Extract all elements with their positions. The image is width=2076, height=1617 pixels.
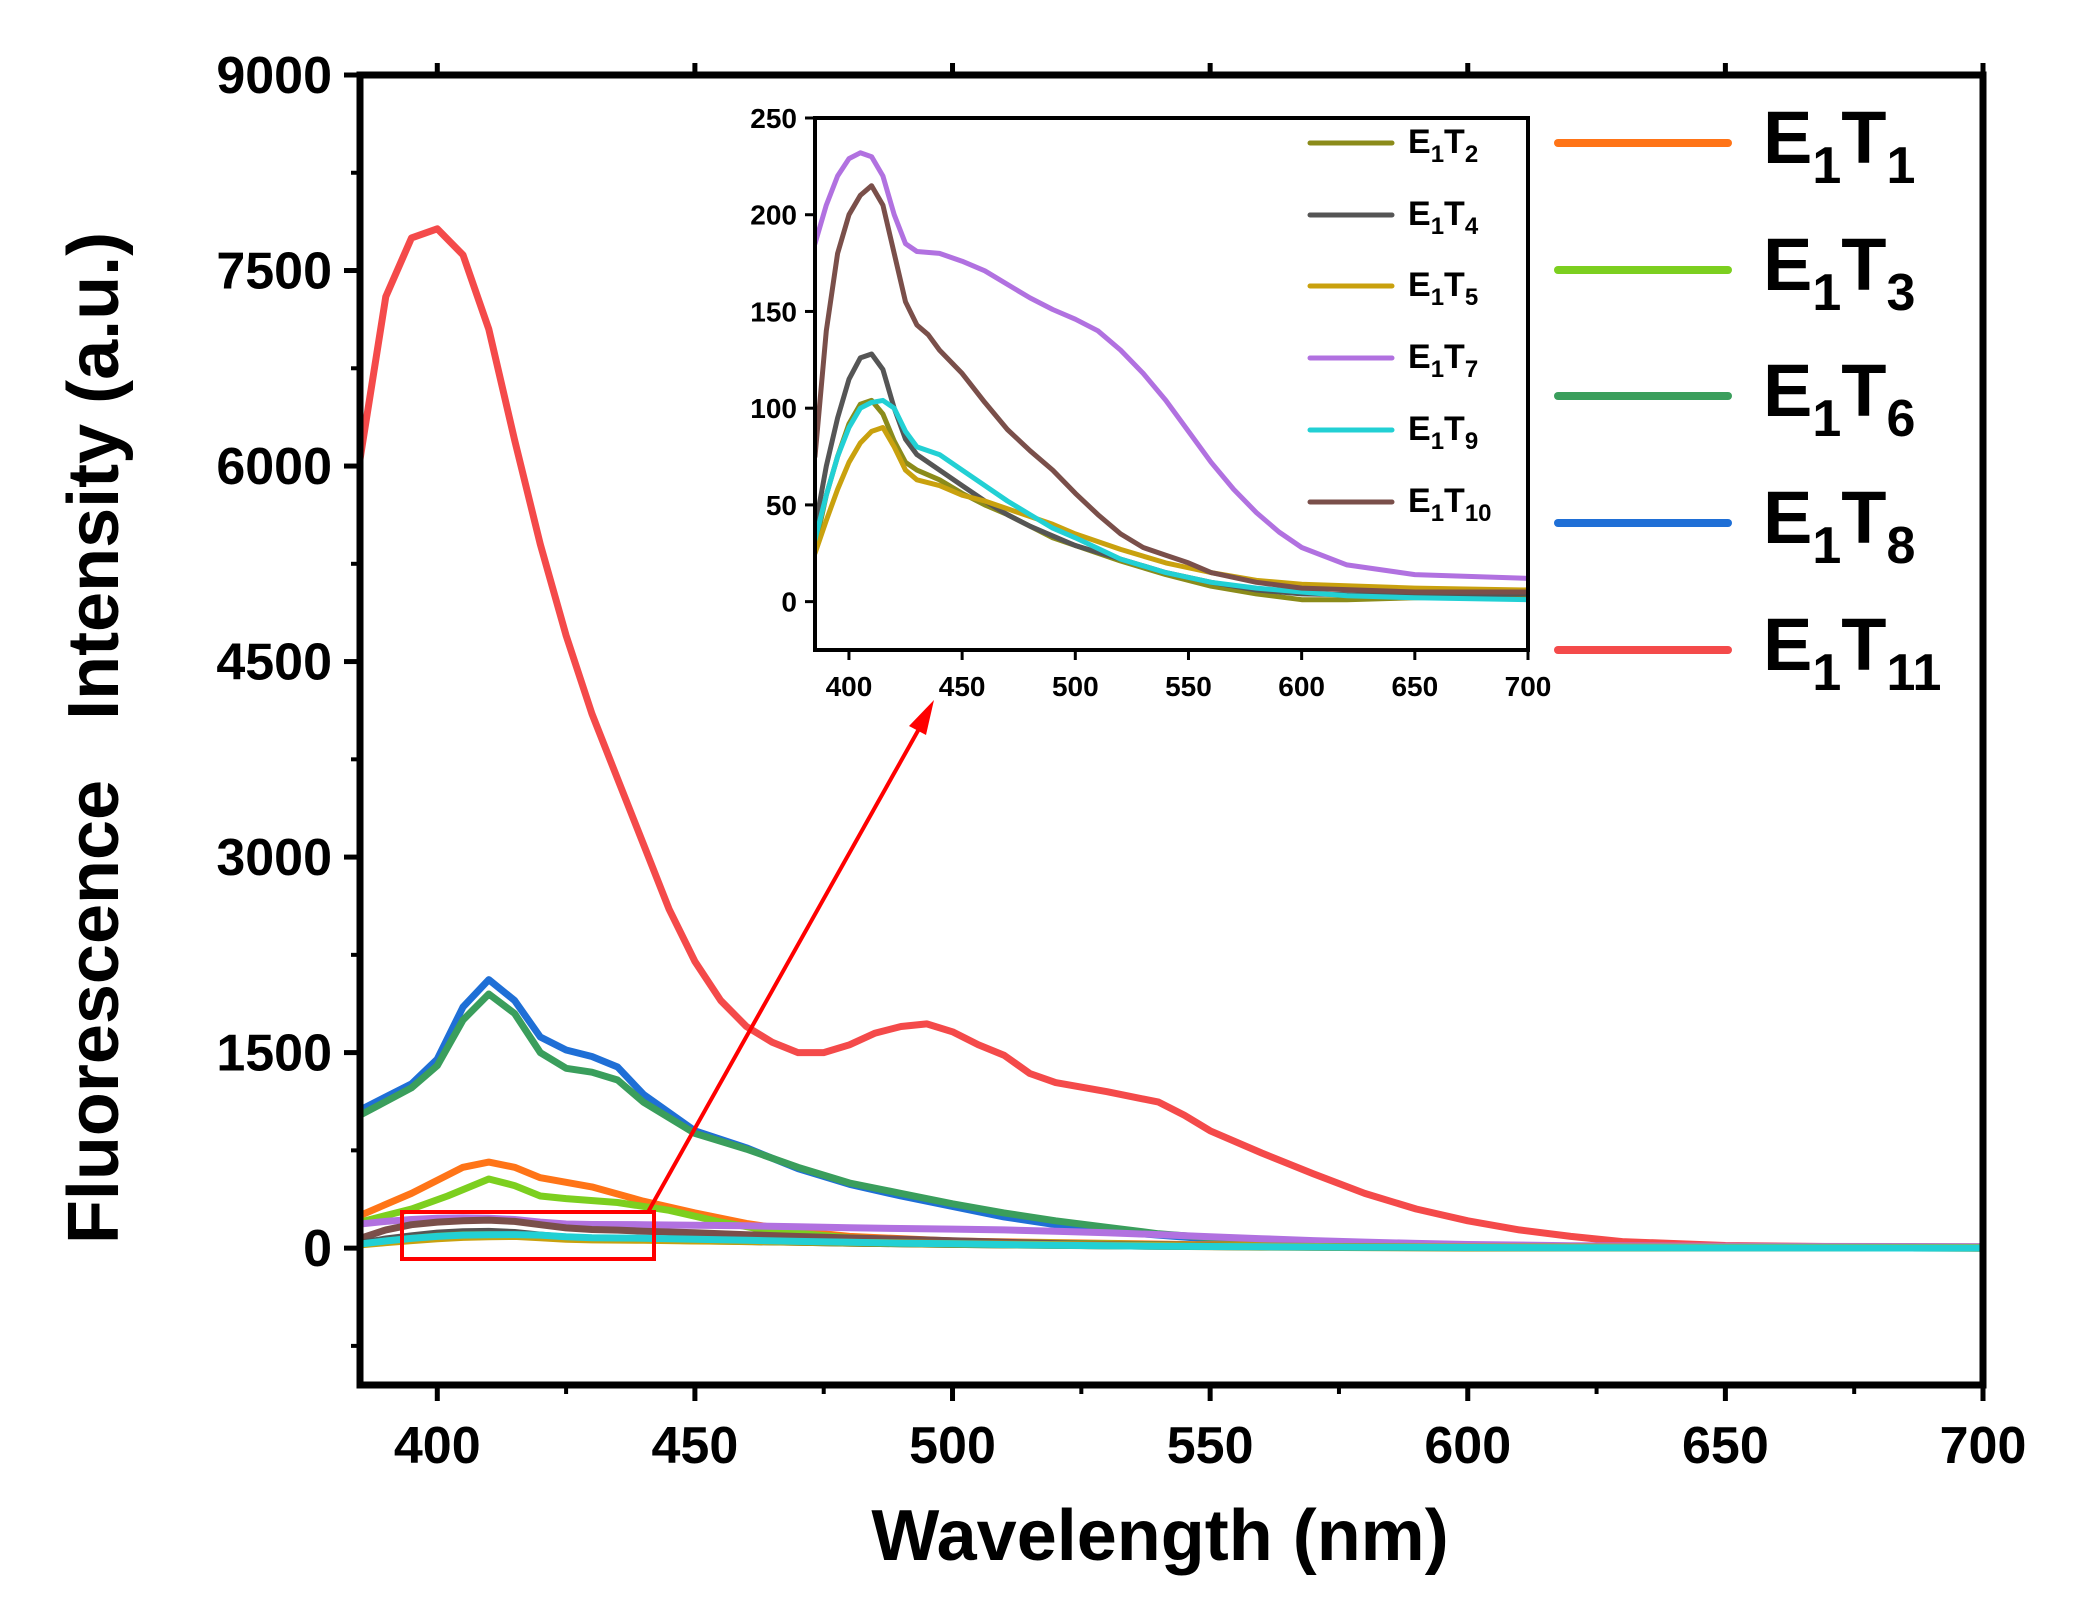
legend-label-E1T5: E1T5 <box>1408 266 1478 311</box>
x-tick-label: 500 <box>909 1417 996 1475</box>
inset-series-line-E1T9 <box>815 397 1528 603</box>
x-tick-label: 600 <box>1424 1417 1511 1475</box>
zoom-arrow-head <box>909 700 934 735</box>
x-tick-label: 650 <box>1682 1417 1769 1475</box>
inset-x-tick-label: 500 <box>1052 671 1099 702</box>
legend-label-E1T11: E1T11 <box>1763 603 1941 702</box>
y-tick-label: 7500 <box>216 243 332 301</box>
inset-x-tick-label: 400 <box>826 671 873 702</box>
x-tick-label: 700 <box>1940 1417 2027 1475</box>
legend-label-E1T1: E1T1 <box>1763 96 1915 195</box>
x-axis-label: Wavelength (nm) <box>871 1496 1448 1576</box>
inset-y-tick-label: 0 <box>781 587 797 618</box>
y-tick-label: 0 <box>303 1220 332 1278</box>
inset-x-tick-label: 450 <box>939 671 986 702</box>
inset-series-line-E1T2 <box>815 397 1528 603</box>
legend-label-E1T6: E1T6 <box>1763 349 1915 448</box>
y-tick-label: 9000 <box>216 47 332 105</box>
main-plot: 400 450 500 550 600 650 7000150030004500600075… <box>216 47 2026 1475</box>
main-plot-frame <box>356 71 1987 1389</box>
y-tick-label: 3000 <box>216 829 332 887</box>
inset-x-tick-label: 550 <box>1165 671 1212 702</box>
inset-x-tick-label: 600 <box>1278 671 1325 702</box>
legend-label-E1T3: E1T3 <box>1763 223 1915 322</box>
x-tick-label: 450 <box>652 1417 739 1475</box>
inset-series-line-E1T10 <box>815 183 1528 595</box>
main-legend: E1T1 E1T3 E1T6 E1T8 E1T11 <box>1554 96 1941 702</box>
main-series-line-E1T8 <box>360 976 1983 1252</box>
zoom-indicator <box>400 700 934 1261</box>
main-series-line-E1T6 <box>360 990 1983 1252</box>
inset-legend: E1T2 E1T4 E1T5 E1T7 E1T9 E1T10 <box>1307 123 1492 527</box>
legend-label-E1T10: E1T10 <box>1408 482 1492 527</box>
inset-background <box>815 118 1528 650</box>
legend-label-E1T9: E1T9 <box>1408 410 1478 455</box>
inset-y-tick-label: 200 <box>750 200 797 231</box>
inset-series-group <box>815 150 1528 603</box>
zoom-region-box <box>400 1210 656 1261</box>
y-axis-label: Fluorescence Intensity (a.u.) <box>54 232 134 1244</box>
zoom-arrow-line <box>646 719 926 1213</box>
legend-label-E1T7: E1T7 <box>1408 338 1478 383</box>
y-tick-label: 6000 <box>216 438 332 496</box>
inset-x-tick-label: 700 <box>1505 671 1552 702</box>
inset-y-tick-label: 150 <box>750 296 797 327</box>
inset-y-tick-label: 250 <box>750 103 797 134</box>
main-series-group <box>360 225 1983 1252</box>
y-tick-label: 1500 <box>216 1025 332 1083</box>
legend-label-E1T2: E1T2 <box>1408 123 1478 168</box>
main-series-line-E1T11 <box>360 225 1983 1252</box>
y-tick-label: 4500 <box>216 634 332 692</box>
inset-series-line-E1T7 <box>815 150 1528 581</box>
inset-plot: 400 450 500 550 600 650 700 0 50 100 150 200 250 <box>750 103 1551 702</box>
x-tick-label: 550 <box>1167 1417 1254 1475</box>
inset-frame <box>813 116 1530 652</box>
main-series-line-E1T9 <box>360 1231 1983 1252</box>
inset-x-tick-label: 650 <box>1391 671 1438 702</box>
inset-y-tick-label: 50 <box>766 490 797 521</box>
legend-label-E1T8: E1T8 <box>1763 476 1915 575</box>
x-tick-label: 400 <box>394 1417 481 1475</box>
inset-y-tick-label: 100 <box>750 393 797 424</box>
legend-label-E1T4: E1T4 <box>1408 195 1479 240</box>
